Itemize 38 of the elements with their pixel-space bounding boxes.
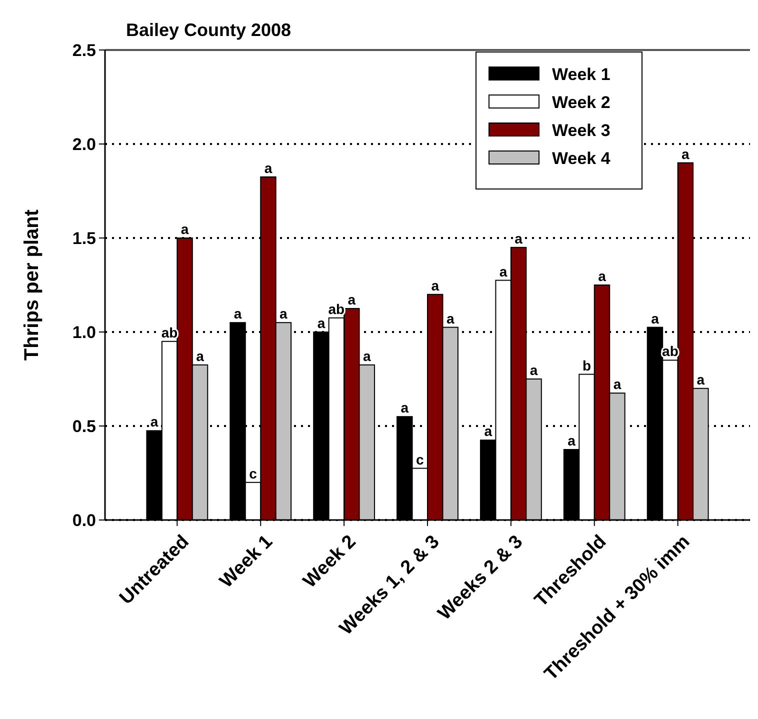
data-label: b — [582, 357, 592, 374]
data-label: a — [499, 263, 508, 280]
data-label: a — [484, 423, 492, 440]
legend-label: Week 3 — [552, 120, 610, 140]
data-label: a — [682, 146, 690, 162]
data-label: a — [400, 400, 409, 416]
y-tick-label: 1.0 — [72, 322, 96, 342]
data-label: a — [530, 362, 538, 378]
data-label: a — [180, 221, 189, 237]
data-label: a — [568, 432, 576, 448]
y-tick-label: 2.5 — [72, 40, 96, 60]
data-label: a — [348, 292, 356, 308]
data-label: c — [249, 465, 258, 482]
data-label: ab — [328, 300, 345, 317]
data-label: a — [446, 310, 454, 326]
data-label: a — [696, 371, 705, 388]
chart-title: Bailey County 2008 — [126, 20, 292, 40]
data-label: c — [416, 451, 424, 468]
data-label: a — [280, 306, 288, 322]
data-label: a — [317, 315, 326, 331]
data-label: a — [264, 160, 272, 176]
data-label: a — [598, 268, 606, 284]
data-label: a — [150, 414, 158, 430]
data-label: a — [234, 306, 242, 322]
legend-label: Week 2 — [552, 92, 610, 112]
legend-label: Week 4 — [552, 148, 611, 168]
y-tick-label: 0.0 — [72, 510, 96, 530]
y-tick-label: 0.5 — [72, 416, 96, 436]
data-label: a — [431, 277, 440, 294]
y-axis-title: Thrips per plant — [21, 209, 43, 361]
data-label: a — [651, 310, 660, 326]
data-label: a — [613, 376, 622, 392]
data-label: a — [363, 348, 371, 364]
legend-label: Week 1 — [552, 64, 610, 84]
data-label: a — [514, 230, 523, 246]
y-tick-label: 1.5 — [72, 228, 96, 248]
y-tick-label: 2.0 — [72, 134, 96, 154]
data-label: a — [196, 348, 204, 364]
